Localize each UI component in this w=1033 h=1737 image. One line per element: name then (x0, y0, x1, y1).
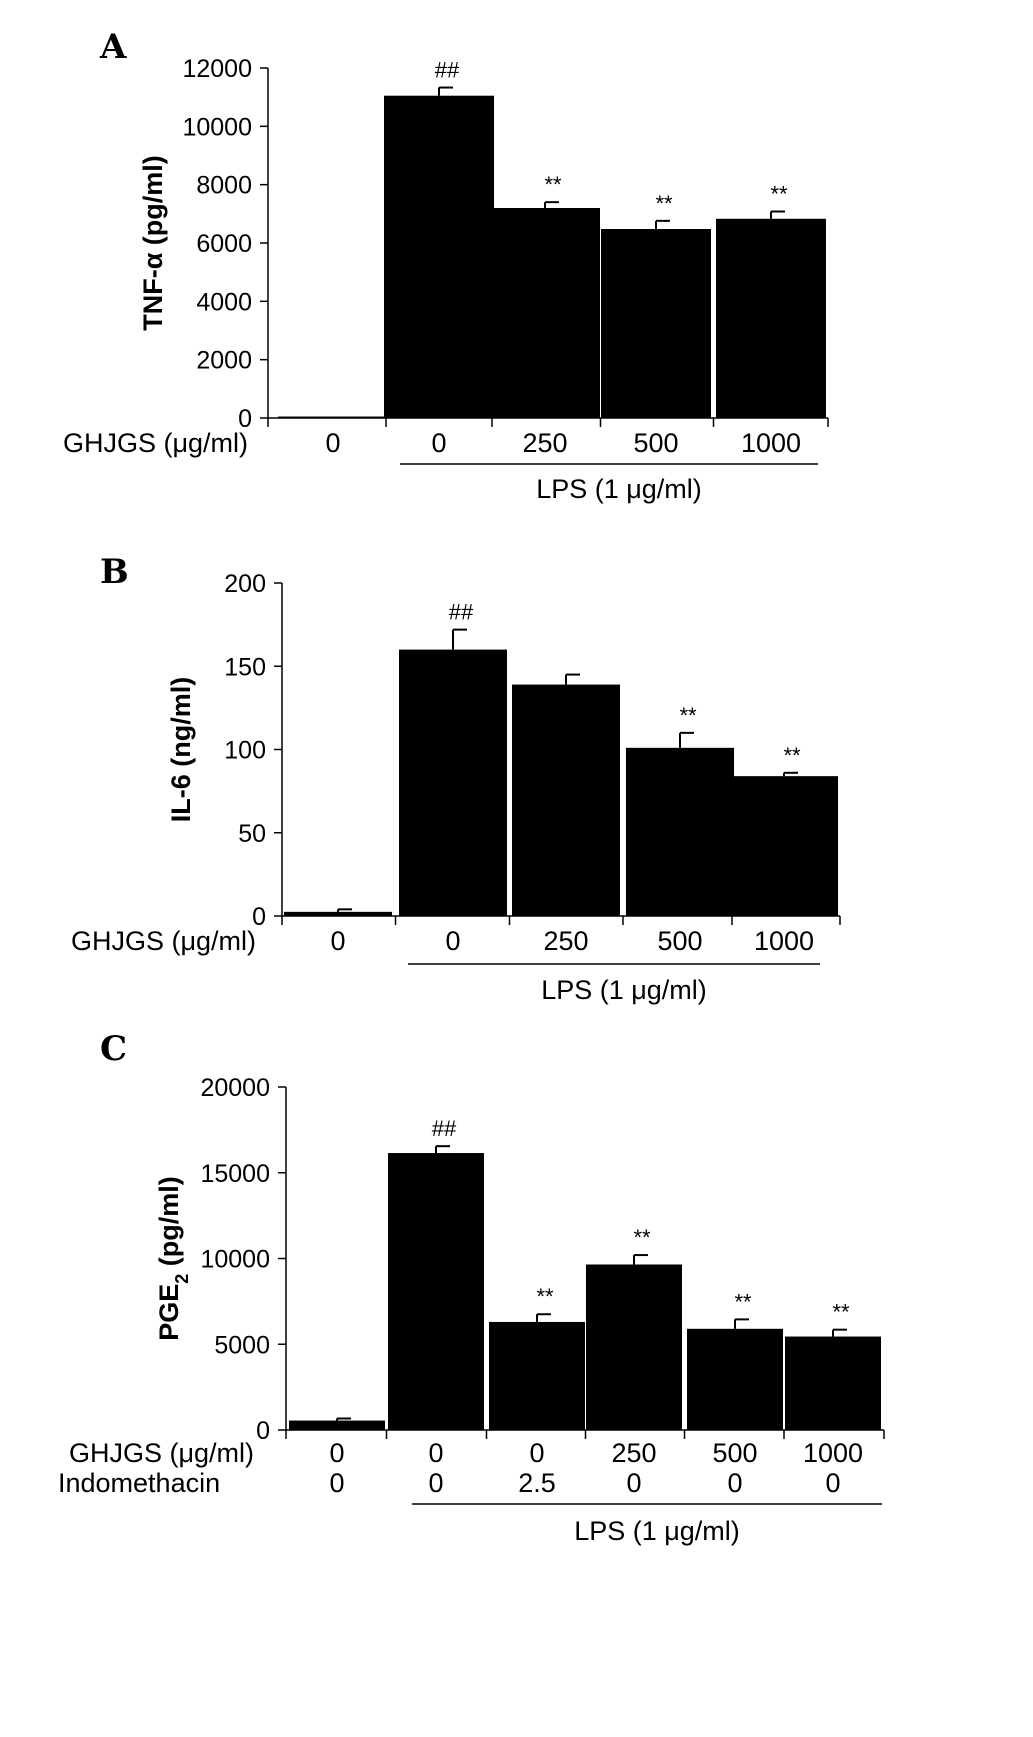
y-tick-label: 15000 (200, 1160, 270, 1188)
bar (399, 649, 507, 916)
x-tick-label: 0 (529, 1438, 544, 1468)
x-tick-label: 250 (522, 428, 567, 458)
y-tick-label: 100 (224, 737, 266, 765)
y-tick-label: 150 (224, 653, 266, 681)
x-tick-label: 250 (611, 1438, 656, 1468)
bar (512, 684, 620, 916)
x-tick-label: 250 (543, 926, 588, 956)
chart-panel-b: B 0 50 100 150 200 0 ## 0 250 ** 500 ** 1000 GHJGS (μg… (71, 552, 841, 1005)
bar (490, 208, 600, 418)
x-tick-label: 1000 (803, 1438, 863, 1468)
row-label: GHJGS (μg/ml) (63, 428, 248, 458)
y-tick-label: 0 (252, 903, 266, 931)
significance-label: ** (783, 743, 801, 768)
significance-label: ** (536, 1284, 554, 1309)
significance-label: ** (633, 1225, 651, 1250)
x-tick-label: 0 (445, 926, 460, 956)
x-tick-label: 0 (428, 1438, 443, 1468)
significance-label: ** (544, 172, 562, 197)
x-tick-label: 1000 (754, 926, 814, 956)
y-tick-label: 5000 (214, 1331, 270, 1359)
bar (626, 747, 734, 916)
y-tick-label: 20000 (200, 1074, 270, 1102)
x-tick-label: 500 (712, 1438, 757, 1468)
y-axis-label: IL-6 (ng/ml) (166, 677, 196, 822)
y-tick-label: 200 (224, 570, 266, 598)
significance-label: ## (432, 1116, 457, 1141)
bar (289, 1420, 385, 1430)
chart-panel-a: A 0 2000 4000 6000 8000 10000 12000 0 ## 0 ** 250 ** 5… (63, 27, 829, 504)
row-label: GHJGS (μg/ml) (69, 1438, 254, 1468)
y-axis-label: TNF-α (pg/ml) (138, 155, 168, 331)
significance-label: ** (770, 182, 788, 207)
x-tick-label: 0 (431, 428, 446, 458)
panel-letter: A (99, 27, 127, 67)
significance-label: ## (449, 600, 474, 625)
x-tick-label: 0 (727, 1468, 742, 1498)
significance-label: ** (734, 1289, 752, 1314)
y-tick-label: 0 (256, 1417, 270, 1445)
x-tick-label: 500 (633, 428, 678, 458)
y-tick-label: 10000 (182, 113, 252, 141)
y-axis-label-unit: (pg/ml) (154, 1176, 184, 1273)
significance-label: ** (679, 703, 697, 728)
panel-letter: B (100, 552, 129, 592)
significance-label: ** (832, 1300, 850, 1325)
y-tick-label: 50 (238, 820, 266, 848)
group-label: LPS (1 μg/ml) (574, 1516, 740, 1546)
bar (284, 911, 392, 916)
y-axis-label-sub: 2 (172, 1274, 192, 1284)
bar (489, 1321, 585, 1430)
panel-letter: C (100, 1029, 127, 1069)
bar (388, 1153, 484, 1430)
row-label: Indomethacin (58, 1468, 220, 1498)
bar (785, 1336, 881, 1430)
x-tick-label: 0 (329, 1468, 344, 1498)
y-tick-label: 8000 (196, 172, 252, 200)
significance-label: ** (655, 191, 673, 216)
y-tick-label: 6000 (196, 230, 252, 258)
bar (716, 218, 826, 418)
y-tick-label: 12000 (182, 55, 252, 83)
bar (384, 95, 494, 418)
x-tick-label: 2.5 (518, 1468, 556, 1498)
x-tick-label: 500 (657, 926, 702, 956)
group-label: LPS (1 μg/ml) (536, 474, 702, 504)
row-label: GHJGS (μg/ml) (71, 926, 256, 956)
y-tick-label: 4000 (196, 288, 252, 316)
significance-label: ## (435, 58, 460, 83)
bar (586, 1264, 682, 1430)
y-axis-label: PGE2 (pg/ml) (154, 1176, 192, 1341)
x-tick-label: 0 (825, 1468, 840, 1498)
group-label: LPS (1 μg/ml) (541, 975, 707, 1005)
bar (730, 776, 838, 916)
x-tick-label: 0 (330, 926, 345, 956)
y-tick-label: 0 (238, 405, 252, 433)
x-tick-label: 0 (325, 428, 340, 458)
x-tick-label: 0 (428, 1468, 443, 1498)
y-tick-label: 10000 (200, 1246, 270, 1274)
bar (687, 1328, 783, 1430)
y-axis-label-main: PGE (154, 1284, 184, 1341)
x-tick-label: 0 (329, 1438, 344, 1468)
y-tick-label: 2000 (196, 347, 252, 375)
bar (601, 229, 711, 418)
x-tick-label: 1000 (741, 428, 801, 458)
chart-panel-c: C0500010000150002000000##00**02.5**2500*… (58, 1029, 885, 1546)
x-tick-label: 0 (626, 1468, 641, 1498)
bar (278, 416, 388, 419)
